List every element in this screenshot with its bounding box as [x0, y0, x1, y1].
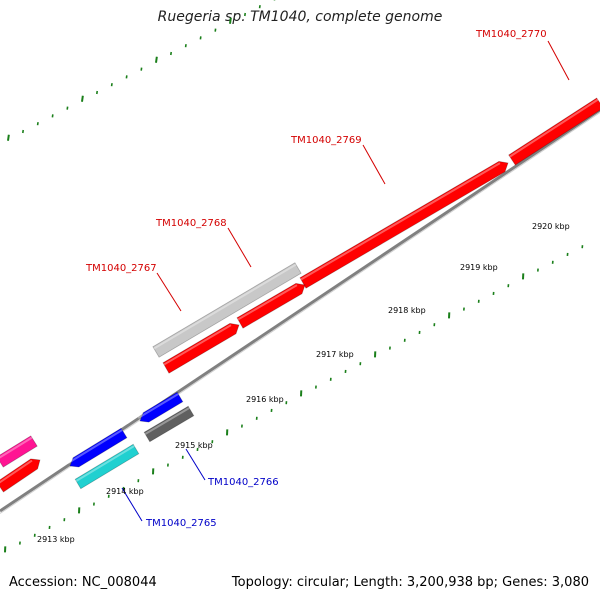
genome-summary-text: Topology: circular; Length: 3,200,938 bp… [231, 575, 589, 590]
kbp-label: 2920 kbp [532, 222, 570, 231]
gene-labels: TM1040_2770 TM1040_2769 TM1040_2768 TM1040_… [85, 29, 547, 529]
leader-line [156, 272, 182, 312]
inner-tick-ring [4, 245, 584, 553]
gene-label: TM1040_2766 [207, 477, 279, 488]
kbp-label: 2915 kbp [175, 441, 213, 450]
gene-label: TM1040_2767 [85, 263, 157, 274]
gene-blue-2 [69, 427, 128, 468]
outer-tick-mark [81, 95, 84, 102]
gene-red-left [0, 458, 41, 493]
outer-tick-ring [7, 0, 276, 141]
kbp-scale-labels: 2913 kbp 2914 kbp 2915 kbp 2916 kbp 2917 kbp… [37, 222, 570, 544]
leader-line [362, 144, 386, 185]
gene-gray-light-highlight [153, 263, 297, 350]
kbp-label: 2914 kbp [106, 487, 144, 496]
gene-blue-1-highlight [137, 393, 179, 419]
gene-cyan [74, 443, 140, 490]
gene-pink-left [0, 435, 38, 468]
gene-red-2769-highlight [300, 162, 501, 281]
gene-red-2768-highlight [237, 284, 298, 321]
outer-tick-mark [7, 134, 10, 141]
gene-red-2767 [162, 322, 240, 374]
gene-blue-2-highlight [67, 429, 123, 464]
kbp-label: 2913 kbp [37, 535, 75, 544]
kbp-label: 2917 kbp [316, 350, 354, 359]
gene-red-large-2770 [508, 97, 600, 166]
leader-line [121, 487, 143, 522]
gene-red-left-highlight [0, 459, 33, 484]
gene-red-large-2770-highlight [509, 98, 599, 158]
gene-red-2768 [236, 282, 306, 329]
map-title: Ruegeria sp. TM1040, complete genome [157, 9, 443, 25]
kbp-label: 2916 kbp [246, 395, 284, 404]
gene-cyan-highlight [75, 445, 135, 482]
leader-line [227, 227, 252, 268]
outer-tick-mark [155, 56, 158, 63]
gene-label: TM1040_2768 [155, 218, 227, 229]
gene-track [0, 97, 600, 493]
outer-tick-mark [229, 17, 232, 24]
kbp-label: 2919 kbp [460, 263, 498, 272]
gene-label: TM1040_2770 [475, 29, 547, 40]
gene-pink-left-highlight [0, 436, 33, 459]
gene-red-2767-highlight [163, 324, 232, 366]
gene-gray-dark-highlight [144, 407, 190, 435]
gene-label: TM1040_2765 [145, 518, 217, 529]
accession-text: Accession: NC_008044 [9, 575, 157, 590]
gene-blue-1 [139, 391, 184, 423]
gene-label: TM1040_2769 [290, 135, 362, 146]
kbp-label: 2918 kbp [388, 306, 426, 315]
gene-red-2769 [299, 160, 509, 289]
gene-gray-light [152, 262, 302, 358]
leader-line [547, 40, 570, 81]
label-leader-lines [121, 40, 570, 522]
gene-gray-dark [143, 405, 195, 443]
leader-line [185, 448, 206, 481]
